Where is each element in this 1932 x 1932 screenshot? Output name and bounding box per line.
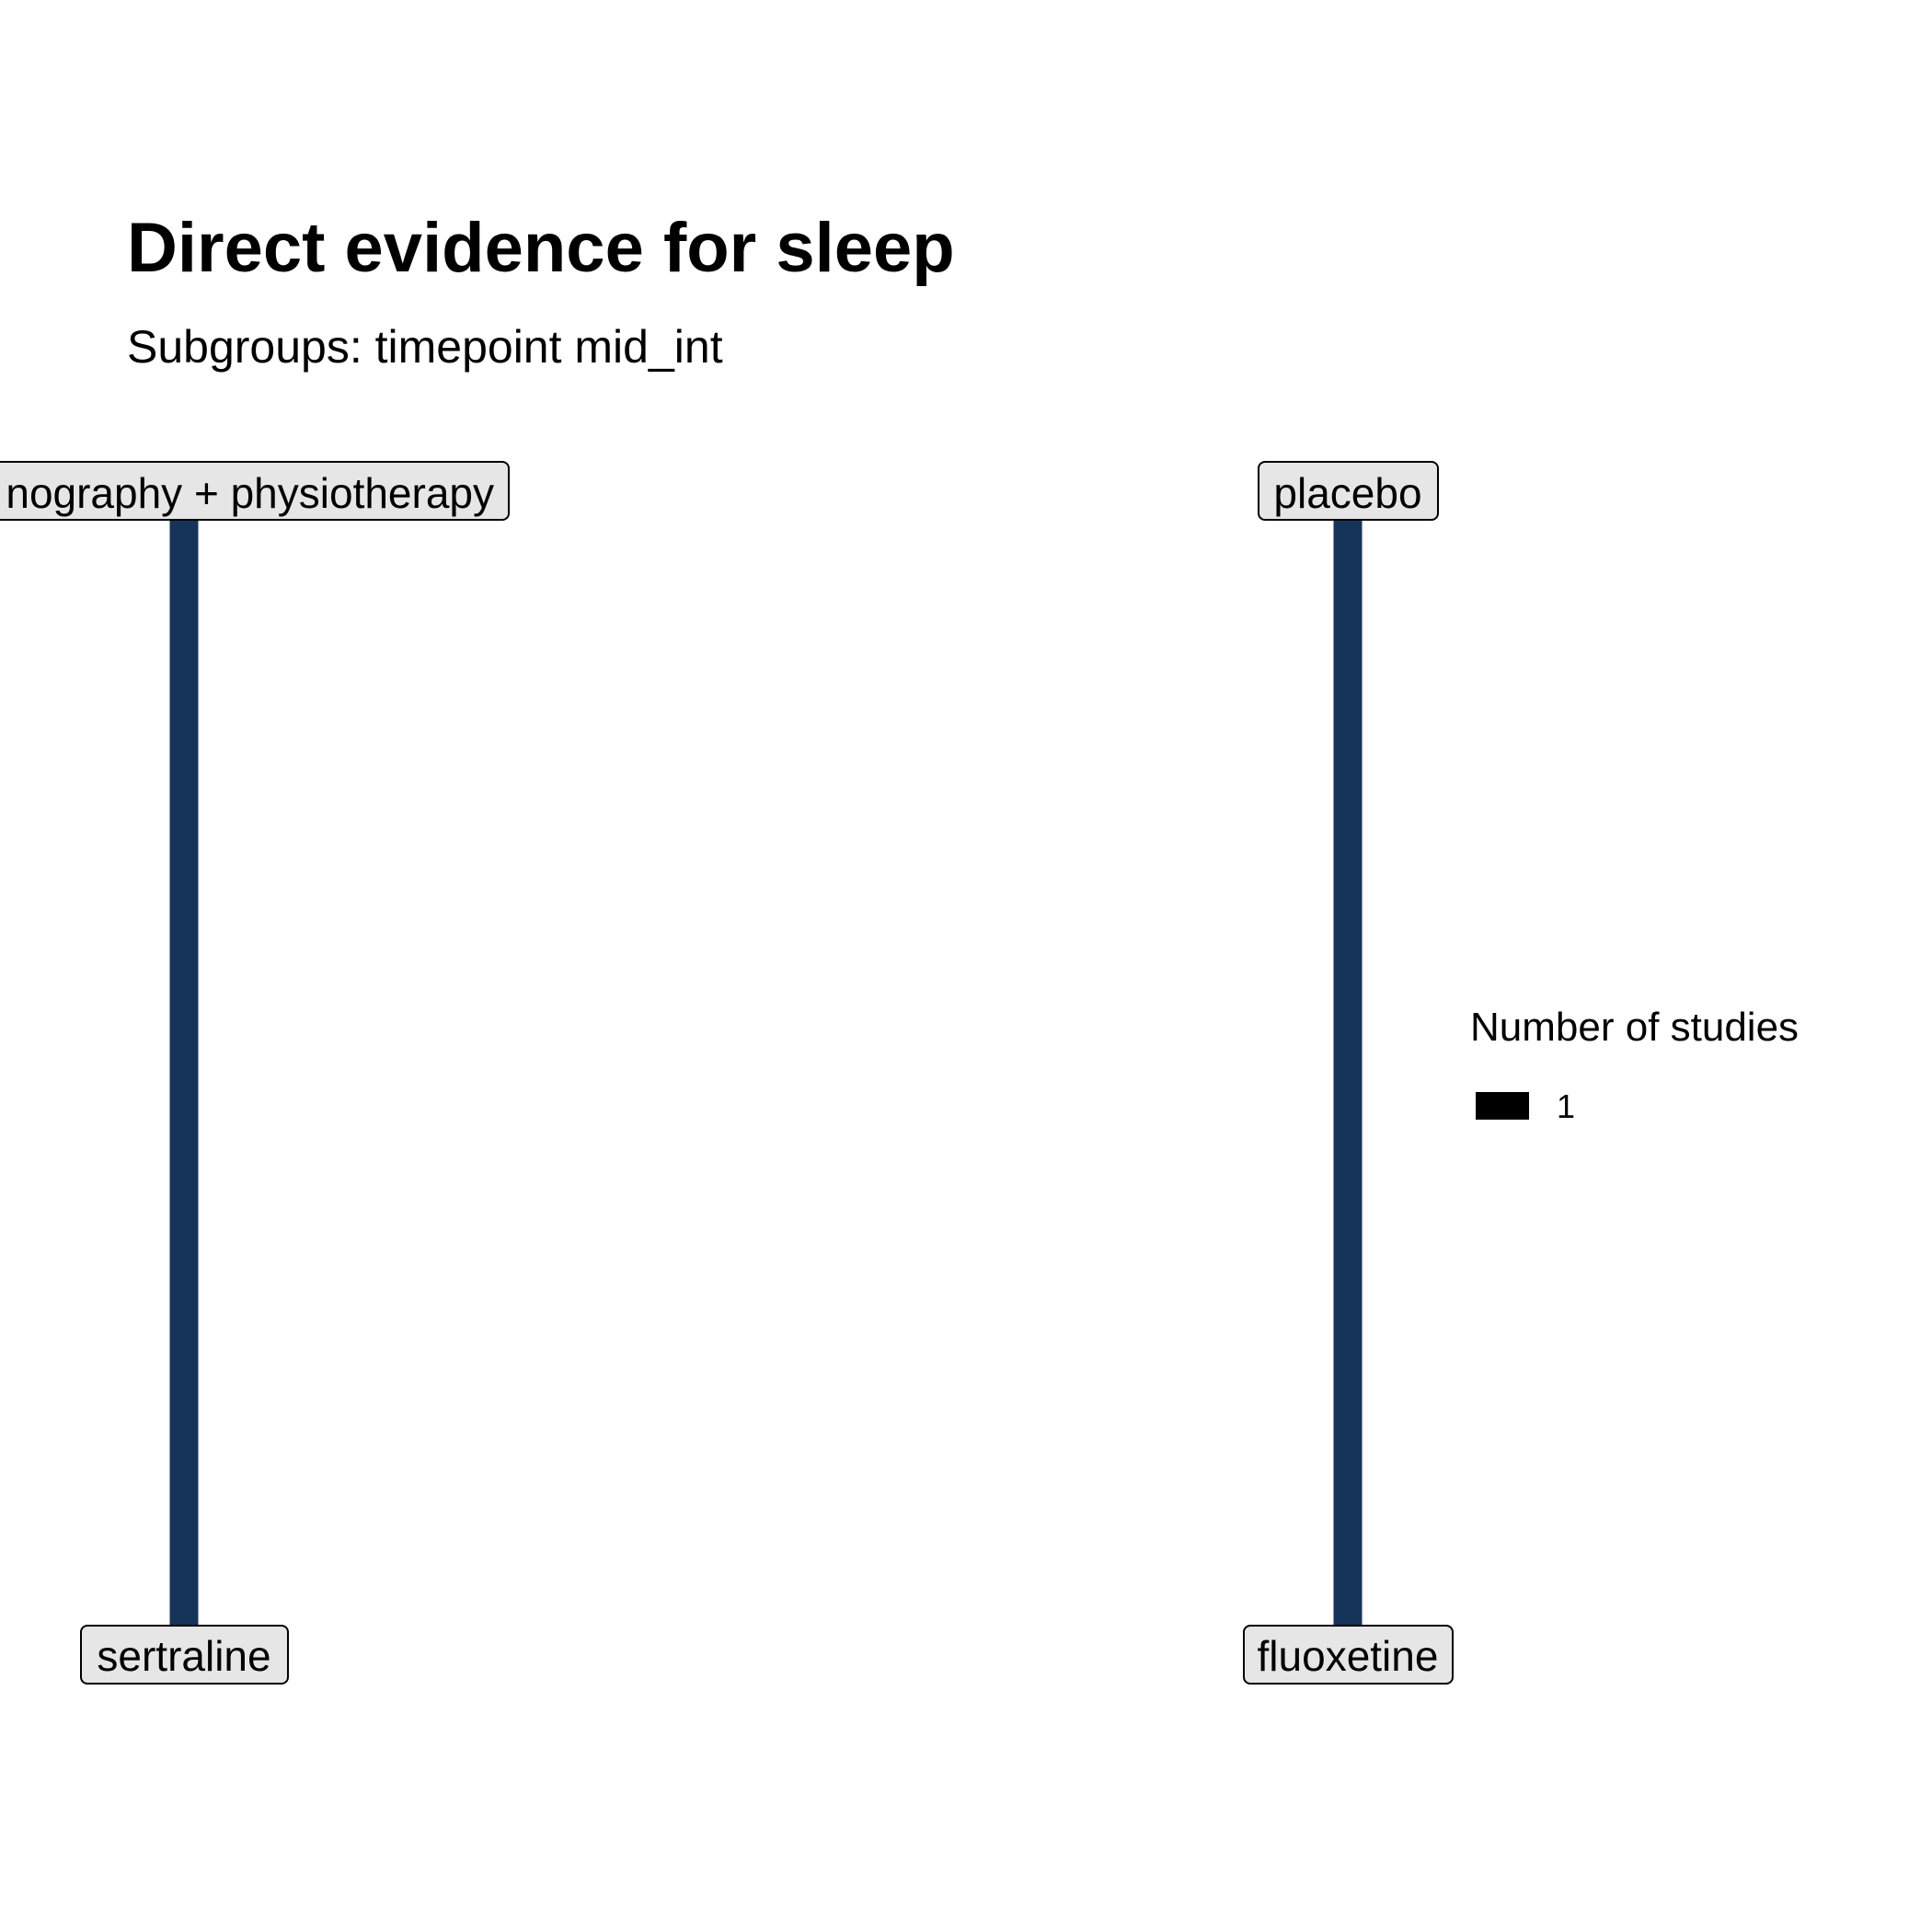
node-box xyxy=(1258,461,1439,521)
legend-key-label: 1 xyxy=(1557,1087,1576,1125)
node-fluoxetine: fluoxetine xyxy=(1243,1625,1454,1685)
node-label: sertraline xyxy=(97,1632,270,1680)
node-label: fluoxetine xyxy=(1258,1632,1439,1680)
legend-title: Number of studies xyxy=(1470,1005,1800,1050)
legend-key-swatch xyxy=(1476,1092,1529,1120)
plot-subtitle: Subgroups: timepoint mid_int xyxy=(127,321,723,373)
plot-title: Direct evidence for sleep xyxy=(127,209,955,287)
legend: Number of studies 1 xyxy=(1470,1007,1893,1145)
node-box xyxy=(0,461,510,521)
node-sertraline: sertraline xyxy=(80,1625,289,1685)
node-box xyxy=(80,1625,289,1685)
node-placebo: placebo xyxy=(1258,461,1439,521)
node-physiotherapy: nography + physiotherapy xyxy=(0,461,510,521)
node-label: placebo xyxy=(1273,469,1421,517)
node-box xyxy=(1243,1625,1454,1685)
node-label: nography + physiotherapy xyxy=(6,469,494,517)
